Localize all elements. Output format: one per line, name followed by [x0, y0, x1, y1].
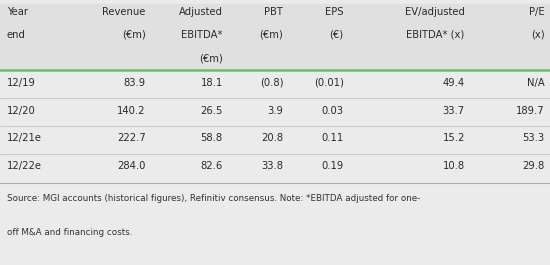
Text: EBITDA*: EBITDA* — [182, 30, 223, 40]
Text: 53.3: 53.3 — [522, 134, 544, 143]
Text: 0.19: 0.19 — [322, 161, 344, 171]
Text: Year: Year — [7, 7, 28, 17]
Text: 58.8: 58.8 — [201, 134, 223, 143]
Text: (0.8): (0.8) — [260, 78, 283, 88]
Text: EBITDA* (x): EBITDA* (x) — [406, 30, 465, 40]
Text: (x): (x) — [531, 30, 544, 40]
Text: 0.03: 0.03 — [322, 105, 344, 116]
Text: 12/19: 12/19 — [7, 78, 35, 88]
Text: 140.2: 140.2 — [117, 105, 146, 116]
Text: 3.9: 3.9 — [267, 105, 283, 116]
Text: end: end — [7, 30, 25, 40]
Text: EPS: EPS — [325, 7, 344, 17]
Text: 189.7: 189.7 — [516, 105, 544, 116]
Text: 222.7: 222.7 — [117, 134, 146, 143]
Text: Adjusted: Adjusted — [179, 7, 223, 17]
Text: 12/21e: 12/21e — [7, 134, 42, 143]
Text: 33.8: 33.8 — [261, 161, 283, 171]
Text: 82.6: 82.6 — [201, 161, 223, 171]
Text: 15.2: 15.2 — [442, 134, 465, 143]
Text: 284.0: 284.0 — [117, 161, 146, 171]
Text: (€m): (€m) — [199, 53, 223, 63]
Bar — [0, 4, 550, 70]
Text: (0.01): (0.01) — [314, 78, 344, 88]
Text: off M&A and financing costs.: off M&A and financing costs. — [7, 228, 132, 237]
Text: 20.8: 20.8 — [261, 134, 283, 143]
Text: 12/22e: 12/22e — [7, 161, 42, 171]
Text: 12/20: 12/20 — [7, 105, 35, 116]
Text: 18.1: 18.1 — [201, 78, 223, 88]
Text: 0.11: 0.11 — [322, 134, 344, 143]
Text: 10.8: 10.8 — [443, 161, 465, 171]
Text: 83.9: 83.9 — [124, 78, 146, 88]
Text: EV/adjusted: EV/adjusted — [405, 7, 465, 17]
Text: 33.7: 33.7 — [443, 105, 465, 116]
Text: N/A: N/A — [527, 78, 544, 88]
Text: 49.4: 49.4 — [443, 78, 465, 88]
Text: P/E: P/E — [529, 7, 544, 17]
Text: 26.5: 26.5 — [200, 105, 223, 116]
Text: (€): (€) — [329, 30, 344, 40]
Text: (€m): (€m) — [260, 30, 283, 40]
Text: 29.8: 29.8 — [522, 161, 544, 171]
Text: PBT: PBT — [265, 7, 283, 17]
Text: Source: MGI accounts (historical figures), Refinitiv consensus. Note: *EBITDA ad: Source: MGI accounts (historical figures… — [7, 194, 420, 203]
Text: Revenue: Revenue — [102, 7, 146, 17]
Text: (€m): (€m) — [122, 30, 146, 40]
